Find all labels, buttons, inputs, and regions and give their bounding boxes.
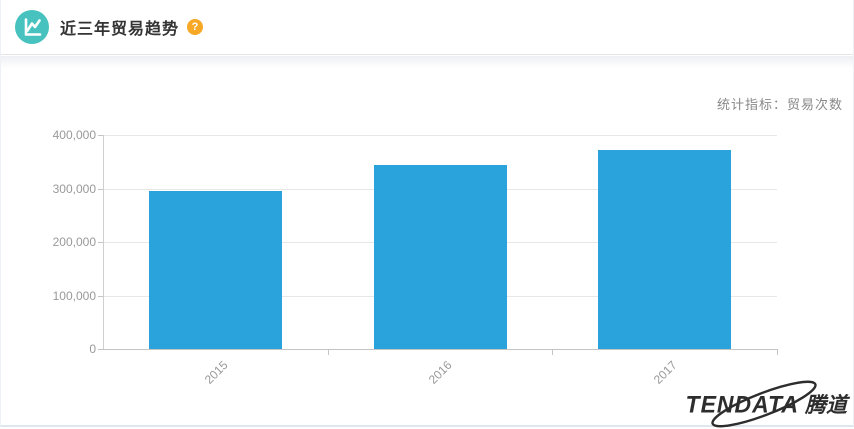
y-axis-line	[103, 135, 104, 349]
x-axis-tick	[777, 350, 778, 355]
x-axis-label: 2017	[650, 358, 680, 387]
indicator-label: 统计指标：贸易次数	[716, 97, 843, 112]
y-axis-tick	[98, 242, 103, 243]
gridline	[103, 135, 777, 136]
y-axis-label: 400,000	[52, 128, 96, 142]
x-axis-tick	[552, 350, 554, 355]
y-axis-tick	[98, 349, 103, 350]
line-chart-icon	[15, 10, 49, 44]
x-axis-label: 2016	[426, 358, 455, 387]
x-axis-tick	[327, 350, 329, 355]
y-axis-label: 0	[89, 342, 96, 356]
y-axis-tick	[98, 135, 103, 136]
y-axis-label: 300,000	[52, 181, 96, 196]
panel-title: 近三年贸易趋势	[60, 21, 180, 38]
bar-2017[interactable]	[598, 149, 732, 349]
panel-header: 近三年贸易趋势 ?	[1, 0, 853, 55]
x-axis-label: 2015	[201, 358, 231, 387]
y-axis-tick	[98, 295, 103, 297]
y-axis-tick	[98, 188, 103, 190]
bar-2015[interactable]	[148, 190, 282, 349]
help-icon[interactable]: ?	[187, 19, 204, 35]
y-axis-label: 200,000	[52, 235, 96, 249]
tendata-logo: TENDATA 腾道	[685, 380, 847, 428]
bar-chart: 0 100,000 200,000 300,000 400,000 2015 2016 201…	[1, 120, 854, 400]
header-divider	[1, 56, 853, 68]
bar-2016[interactable]	[373, 165, 507, 349]
logo-text-en: TENDATA	[685, 389, 799, 418]
logo-text-cn: 腾道	[805, 394, 847, 417]
y-axis-label: 100,000	[52, 288, 96, 303]
x-axis-line	[103, 349, 778, 350]
